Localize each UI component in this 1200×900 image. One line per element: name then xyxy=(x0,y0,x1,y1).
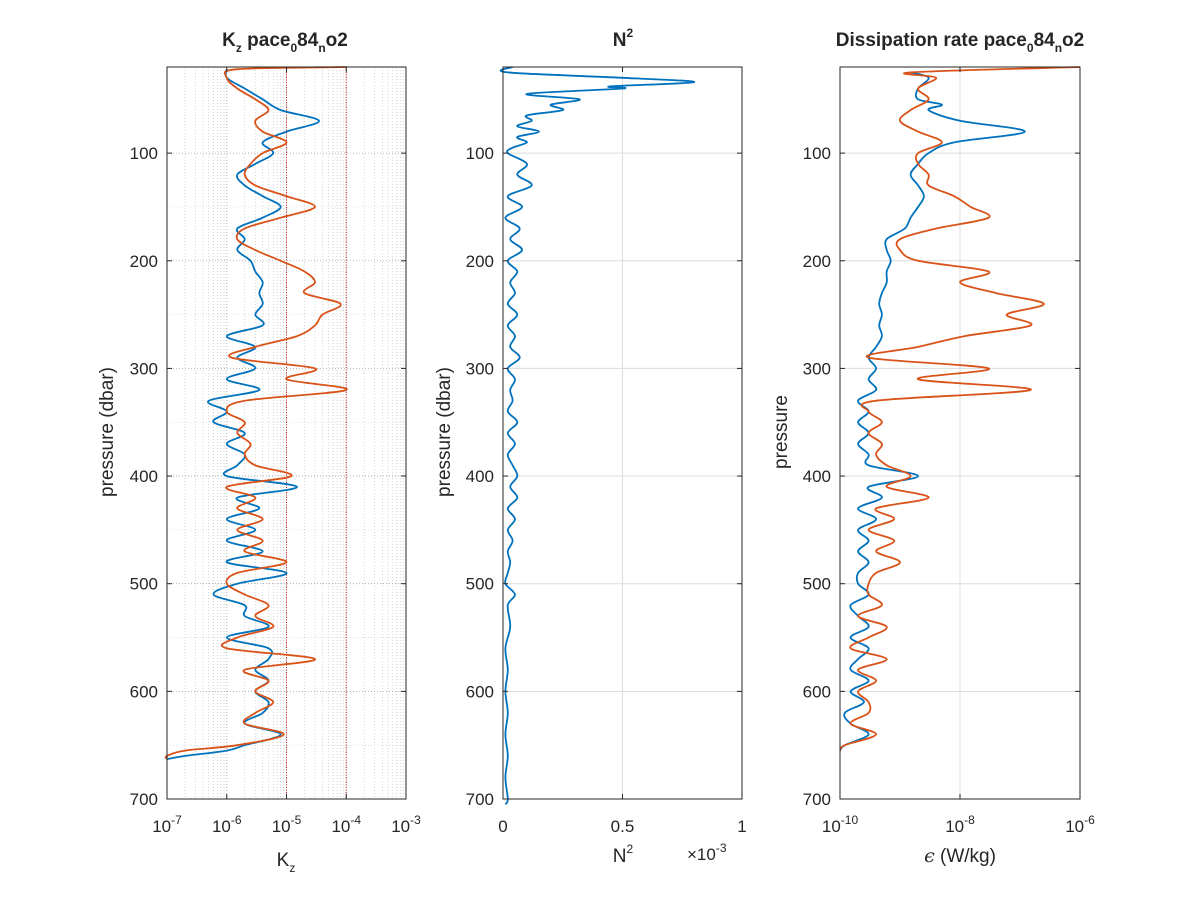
y-tick-label: 100 xyxy=(466,144,494,163)
n2-ticks: 0 0.5 1 100 200 300 400 500 600 700 xyxy=(466,67,747,836)
x-tick-label: 10-5 xyxy=(272,813,302,836)
y-tick-label: 100 xyxy=(130,144,158,163)
y-tick-label: 600 xyxy=(130,682,158,701)
kz-title: Kz pace084no2 xyxy=(222,30,348,55)
y-tick-label: 100 xyxy=(803,144,831,163)
x-tick-label: 10-3 xyxy=(391,813,421,836)
eps-ticks: 10-10 10-8 10-6 100 200 300 400 500 600 700 xyxy=(803,67,1095,836)
y-tick-label: 500 xyxy=(130,575,158,594)
eps-ylabel: pressure xyxy=(771,395,792,469)
x-tick-label: 10-6 xyxy=(212,813,242,836)
y-tick-label: 600 xyxy=(803,682,831,701)
x-tick-label: 0 xyxy=(498,817,507,836)
eps-panel: 10-10 10-8 10-6 100 200 300 400 500 600 700 Dissi… xyxy=(771,30,1095,867)
n2-series-line-1 xyxy=(499,66,696,805)
y-tick-label: 200 xyxy=(803,252,831,271)
x-tick-label: 10-10 xyxy=(822,813,859,836)
y-tick-label: 300 xyxy=(130,359,158,378)
x-tick-label: 10-8 xyxy=(945,813,975,836)
kz-reference-lines xyxy=(286,67,347,799)
eps-xlabel: ϵ (W/kg) xyxy=(924,845,996,867)
x-tick-label: 10-7 xyxy=(152,813,182,836)
kz-panel: 10-7 10-6 10-5 10-4 10-3 100 200 300 400 500 600 70… xyxy=(97,30,421,875)
y-tick-label: 600 xyxy=(466,682,494,701)
n2-ylabel: pressure (dbar) xyxy=(434,367,455,497)
x-tick-label: 10-4 xyxy=(331,813,361,836)
kz-ylabel: pressure (dbar) xyxy=(97,367,118,497)
y-tick-label: 400 xyxy=(803,467,831,486)
y-tick-label: 300 xyxy=(466,359,494,378)
y-tick-label: 700 xyxy=(130,790,158,809)
y-tick-label: 400 xyxy=(130,467,158,486)
x-tick-label: 0.5 xyxy=(611,817,635,836)
x-tick-label: 1 xyxy=(737,817,746,836)
eps-series-line-2 xyxy=(839,66,1081,752)
y-tick-label: 300 xyxy=(803,359,831,378)
y-tick-label: 500 xyxy=(466,575,494,594)
y-tick-label: 700 xyxy=(466,790,494,809)
n2-xlabel: N2 xyxy=(613,842,634,867)
n2-multiplier: ×10-3 xyxy=(687,841,727,864)
kz-series-line-2 xyxy=(164,66,348,760)
y-tick-label: 700 xyxy=(803,790,831,809)
n2-panel: 0 0.5 1 100 200 300 400 500 600 700 N2 N2 ×10-3 p… xyxy=(434,26,747,867)
kz-xlabel: Kz xyxy=(277,850,296,875)
kz-series-line-1 xyxy=(166,69,320,761)
kz-series xyxy=(164,66,348,761)
n2-title: N2 xyxy=(613,26,634,51)
y-tick-label: 200 xyxy=(466,252,494,271)
kz-ticks: 10-7 10-6 10-5 10-4 10-3 100 200 300 400 500 600 70… xyxy=(130,67,421,836)
x-tick-label: 10-6 xyxy=(1065,813,1095,836)
eps-title: Dissipation rate pace084no2 xyxy=(836,30,1084,55)
n2-series xyxy=(499,66,696,805)
eps-series xyxy=(839,66,1081,752)
y-tick-label: 200 xyxy=(130,252,158,271)
y-tick-label: 500 xyxy=(803,575,831,594)
y-tick-label: 400 xyxy=(466,467,494,486)
